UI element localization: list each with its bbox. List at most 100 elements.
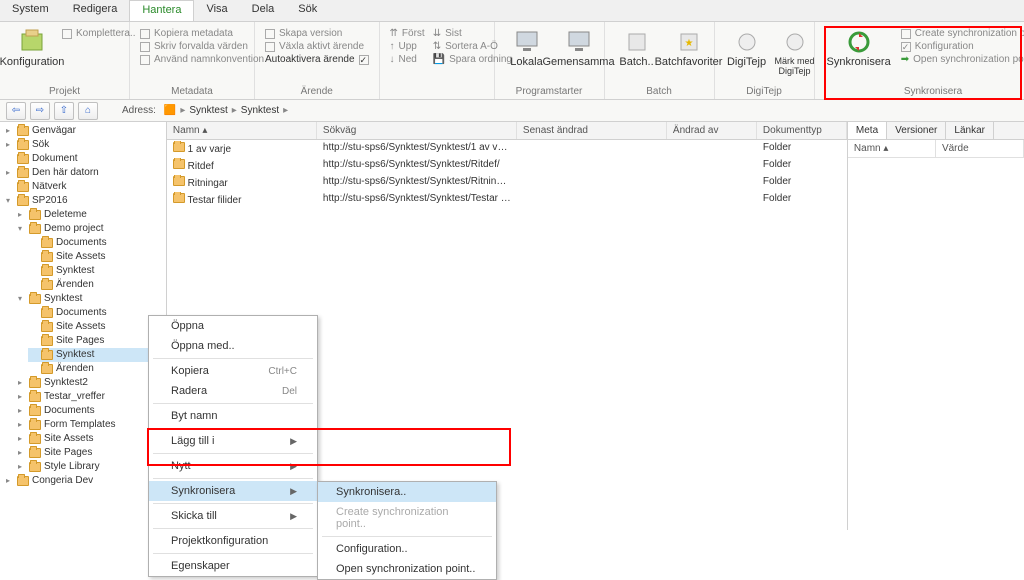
expand-icon[interactable]: ▸ (18, 208, 26, 222)
tree-item[interactable]: ▸Synktest2 (16, 376, 166, 390)
submenu-item[interactable]: Synkronisera.. (318, 482, 496, 502)
menu-item[interactable]: Öppna (149, 316, 317, 336)
tree-item[interactable]: ▸Style Library (16, 460, 166, 474)
sync-konfiguration-option[interactable]: Konfiguration (901, 41, 1024, 52)
tree-item[interactable]: ▸Testar_vreffer (16, 390, 166, 404)
skriv-forvalda-option[interactable]: Skriv forvalda värden (140, 41, 264, 52)
prop-tab-lankar[interactable]: Länkar (946, 122, 994, 139)
tree-item[interactable]: ▸Genvägar (4, 124, 166, 138)
expand-icon[interactable]: ▸ (6, 124, 14, 138)
tab-system[interactable]: System (0, 0, 61, 21)
namnkonvention-option[interactable]: Använd namnkonvention (140, 54, 264, 65)
submenu-item[interactable]: Open synchronization point.. (318, 559, 496, 579)
ned-option[interactable]: ↓ Ned (390, 54, 425, 65)
tree-item[interactable]: ▸Sök (4, 138, 166, 152)
prop-col-name[interactable]: Namn ▴ (848, 140, 936, 157)
mark-digitejp-button[interactable]: Märk med DigiTejp (773, 26, 817, 78)
batchfavoriter-button[interactable]: ★ Batchfavoriter (663, 26, 715, 70)
menu-item[interactable]: RaderaDel (149, 381, 317, 401)
breadcrumb-seg-1[interactable]: Synktest (241, 105, 279, 116)
tree-item[interactable]: ▸Den här datorn (4, 166, 166, 180)
komplettera-option[interactable]: Komplettera.. (62, 28, 135, 39)
tree-item[interactable]: ▸Site Assets (16, 432, 166, 446)
expand-icon[interactable]: ▸ (6, 138, 14, 152)
menu-item[interactable]: Synkronisera▶Synkronisera..Create synchr… (149, 481, 317, 501)
col-name[interactable]: Namn ▴ (167, 122, 317, 139)
tree-item[interactable]: ▸Form Templates (16, 418, 166, 432)
expand-icon[interactable]: ▸ (18, 460, 26, 474)
tree-item[interactable]: Dokument (4, 152, 166, 166)
expand-icon[interactable]: ▸ (6, 474, 14, 488)
nav-up-button[interactable]: ⇧ (54, 102, 74, 120)
tree-item[interactable]: Synktest (28, 348, 166, 362)
tree-item[interactable]: ▾Synktest (16, 292, 166, 306)
vaxla-arende-option[interactable]: Växla aktivt ärende (265, 41, 369, 52)
tree-item[interactable]: Ärenden (28, 278, 166, 292)
open-sync-point-option[interactable]: ➡Open synchronization point (901, 54, 1024, 65)
expand-icon[interactable]: ▸ (18, 446, 26, 460)
autoaktivera-option[interactable]: Autoaktivera ärende (265, 54, 369, 65)
tree-item[interactable]: Synktest (28, 264, 166, 278)
create-sync-point-option[interactable]: Create synchronization point (901, 28, 1024, 39)
forst-option[interactable]: ⇈ Först (390, 28, 425, 39)
table-row[interactable]: 1 av varjehttp://stu-sps6/Synktest/Synkt… (167, 140, 847, 157)
synkronisera-button[interactable]: Synkronisera (821, 26, 897, 70)
expand-icon[interactable]: ▸ (18, 376, 26, 390)
tab-hantera[interactable]: Hantera (129, 0, 194, 21)
kopiera-metadata-option[interactable]: Kopiera metadata (140, 28, 264, 39)
menu-item[interactable]: Projektkonfiguration (149, 531, 317, 551)
tree-item[interactable]: ▸Congeria Dev (4, 474, 166, 488)
tab-dela[interactable]: Dela (240, 0, 287, 21)
nav-back-button[interactable]: ⇦ (6, 102, 26, 120)
expand-icon[interactable]: ▾ (18, 222, 26, 236)
table-row[interactable]: Ritningarhttp://stu-sps6/Synktest/Synkte… (167, 174, 847, 191)
submenu-item[interactable]: Configuration.. (318, 539, 496, 559)
tree-item[interactable]: Documents (28, 236, 166, 250)
breadcrumb-seg-0[interactable]: Synktest (189, 105, 227, 116)
tree-item[interactable]: ▸Documents (16, 404, 166, 418)
context-menu[interactable]: ÖppnaÖppna med..KopieraCtrl+CRaderaDelBy… (148, 315, 318, 577)
tab-sok[interactable]: Sök (286, 0, 329, 21)
prop-tab-versioner[interactable]: Versioner (887, 122, 946, 139)
skapa-version-option[interactable]: Skapa version (265, 28, 369, 39)
col-modifiedby[interactable]: Ändrad av (667, 122, 757, 139)
tree-item[interactable]: Nätverk (4, 180, 166, 194)
tree-item[interactable]: ▾Demo project (16, 222, 166, 236)
nav-forward-button[interactable]: ⇨ (30, 102, 50, 120)
digitejp-button[interactable]: DigiTejp (721, 26, 773, 70)
table-row[interactable]: Ritdefhttp://stu-sps6/Synktest/Synktest/… (167, 157, 847, 174)
tree-item[interactable]: Site Pages (28, 334, 166, 348)
expand-icon[interactable]: ▸ (18, 404, 26, 418)
expand-icon[interactable]: ▾ (18, 292, 26, 306)
expand-icon[interactable]: ▸ (18, 390, 26, 404)
menu-item[interactable]: Nytt▶ (149, 456, 317, 476)
prop-col-value[interactable]: Värde (936, 140, 1024, 157)
tree-item[interactable]: ▸Deleteme (16, 208, 166, 222)
expand-icon[interactable]: ▾ (6, 194, 14, 208)
table-row[interactable]: Testar filiderhttp://stu-sps6/Synktest/S… (167, 191, 847, 208)
tree-item[interactable]: ▾SP2016 (4, 194, 166, 208)
col-path[interactable]: Sökväg (317, 122, 517, 139)
nav-home-button[interactable]: ⌂ (78, 102, 98, 120)
breadcrumb[interactable]: 🟧 ▸ Synktest ▸ Synktest ▸ (164, 105, 288, 116)
tree-item[interactable]: Site Assets (28, 250, 166, 264)
submenu[interactable]: Synkronisera..Create synchronization poi… (317, 481, 497, 580)
menu-item[interactable]: Lägg till i▶ (149, 431, 317, 451)
tab-visa[interactable]: Visa (194, 0, 239, 21)
col-modified[interactable]: Senast ändrad (517, 122, 667, 139)
tree-item[interactable]: ▸Site Pages (16, 446, 166, 460)
tab-redigera[interactable]: Redigera (61, 0, 130, 21)
menu-item[interactable]: KopieraCtrl+C (149, 361, 317, 381)
tree-item[interactable]: Documents (28, 306, 166, 320)
expand-icon[interactable]: ▸ (6, 166, 14, 180)
menu-item[interactable]: Öppna med.. (149, 336, 317, 356)
submenu-item[interactable]: Create synchronization point.. (318, 502, 496, 534)
upp-option[interactable]: ↑ Upp (390, 41, 425, 52)
expand-icon[interactable]: ▸ (18, 432, 26, 446)
tree-item[interactable]: Site Assets (28, 320, 166, 334)
col-doctype[interactable]: Dokumenttyp (757, 122, 847, 139)
gemensamma-button[interactable]: Gemensamma (553, 26, 605, 70)
tree-item[interactable]: Ärenden (28, 362, 166, 376)
menu-item[interactable]: Egenskaper (149, 556, 317, 576)
menu-item[interactable]: Skicka till▶ (149, 506, 317, 526)
